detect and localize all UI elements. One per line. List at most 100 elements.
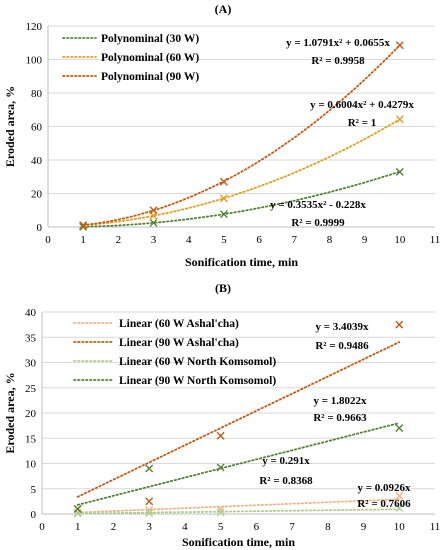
marker-stroke [149, 206, 158, 215]
y-tick-label: 30 [25, 358, 37, 370]
trend-equation: y = 0.3535x² - 0.228x [270, 199, 366, 211]
legend-entry: Polynominal (60 W) [101, 52, 199, 64]
legend-entry: Linear (60 W North Komsomol) [119, 356, 276, 368]
trend-equation: y = 1.8022x [313, 395, 367, 407]
data-point [145, 464, 154, 473]
trend-r-squared: R² = 0.7606 [357, 498, 411, 510]
data-point [219, 210, 228, 219]
marker-stroke [219, 210, 228, 219]
x-tick-label: 0 [39, 521, 45, 533]
x-tick-label: 6 [254, 521, 260, 533]
marker-stroke [395, 41, 404, 50]
y-tick-label: 0 [37, 222, 43, 234]
y-tick-label: 60 [31, 122, 43, 134]
trend-equation: y = 0.6004x² + 0.4279x [310, 99, 414, 111]
marker-stroke [79, 221, 88, 230]
marker-stroke [395, 115, 404, 124]
x-tick-label: 4 [182, 521, 188, 533]
trend-r-squared: R² = 0.9486 [315, 340, 369, 352]
chart-title: (A) [215, 2, 232, 16]
data-point [395, 167, 404, 176]
trendline-0 [76, 498, 401, 514]
x-tick-label: 7 [289, 521, 295, 533]
legend-entry: Linear (90 W North Komsomol) [119, 375, 276, 387]
x-tick-label: 11 [430, 521, 441, 533]
marker-stroke [216, 463, 225, 472]
legend-entry: Polynominal (30 W) [101, 33, 199, 45]
x-axis-title: Sonification time, min [182, 535, 295, 549]
y-tick-label: 80 [31, 88, 43, 100]
trend-r-squared: R² = 0.9663 [313, 412, 367, 424]
y-axis-title: Eroded area, % [3, 372, 17, 453]
data-point [216, 508, 225, 517]
y-tick-label: 120 [26, 21, 43, 33]
trend-equation: y = 0.291x [262, 455, 310, 467]
data-point [395, 503, 404, 512]
data-point [73, 508, 82, 517]
y-tick-label: 15 [25, 433, 37, 445]
trendline-1 [76, 341, 401, 498]
marker-stroke [216, 431, 225, 440]
data-point [395, 424, 404, 433]
legend-entry: Linear (60 W Ashal'cha) [119, 318, 239, 330]
data-point [395, 491, 404, 500]
data-point [216, 463, 225, 472]
marker-stroke [395, 503, 404, 512]
x-tick-label: 1 [80, 234, 86, 246]
marker-stroke [219, 177, 228, 186]
legend-entry: Linear (90 W Ashal'cha) [119, 337, 239, 349]
data-point [395, 320, 404, 329]
legend-entry: Polynominal (90 W) [101, 71, 199, 83]
marker-stroke [145, 464, 154, 473]
data-point [79, 221, 88, 230]
data-point [216, 431, 225, 440]
trend-r-squared: R² = 0.9958 [311, 55, 365, 67]
x-tick-label: 7 [292, 234, 298, 246]
x-tick-label: 10 [394, 521, 406, 533]
y-tick-label: 25 [25, 383, 37, 395]
x-tick-label: 10 [394, 234, 406, 246]
chart-panel-b: (B) 0 5 10 15 20 25 30 35 40 0 1 2 3 4 5 6 7 8 9 10 11 Sonific… [3, 281, 440, 549]
trend-equation: y = 0.0926x [357, 482, 411, 494]
y-tick-label: 100 [26, 55, 43, 67]
marker-stroke [395, 320, 404, 329]
data-point [79, 222, 88, 231]
data-point [219, 177, 228, 186]
x-tick-label: 9 [361, 521, 367, 533]
x-tick-label: 8 [327, 234, 333, 246]
chart-panel-a: (A) 0 20 40 60 80 100 120 0 1 2 3 4 5 6 7 8 9 10 11 Sonifica… [3, 2, 440, 269]
x-tick-label: 11 [430, 234, 441, 246]
x-tick-label: 3 [146, 521, 152, 533]
x-tick-label: 3 [151, 234, 157, 246]
x-axis-title: Sonification time, min [185, 255, 298, 269]
x-tick-label: 5 [218, 521, 224, 533]
trendline-2 [76, 508, 401, 515]
marker-stroke [73, 508, 82, 517]
y-tick-label: 5 [31, 484, 37, 496]
marker-stroke [395, 167, 404, 176]
data-point [145, 508, 154, 517]
marker-stroke [149, 218, 158, 227]
trendline-3 [76, 422, 401, 506]
y-tick-label: 20 [25, 408, 37, 420]
y-tick-label: 40 [31, 155, 43, 167]
marker-stroke [395, 424, 404, 433]
data-point [395, 41, 404, 50]
x-tick-label: 0 [45, 234, 51, 246]
marker-stroke [145, 508, 154, 517]
data-point [149, 206, 158, 215]
trend-equation: y = 3.4039x [315, 321, 369, 333]
data-point [219, 194, 228, 203]
x-tick-label: 2 [111, 521, 117, 533]
marker-stroke [219, 194, 228, 203]
trendline-0 [82, 170, 401, 228]
y-tick-label: 35 [25, 332, 37, 344]
x-tick-label: 4 [186, 234, 192, 246]
y-tick-label: 20 [31, 189, 43, 201]
marker-stroke [79, 222, 88, 231]
marker-stroke [73, 504, 82, 513]
chart-title: (B) [215, 281, 231, 295]
marker-stroke [145, 497, 154, 506]
marker-stroke [395, 491, 404, 500]
